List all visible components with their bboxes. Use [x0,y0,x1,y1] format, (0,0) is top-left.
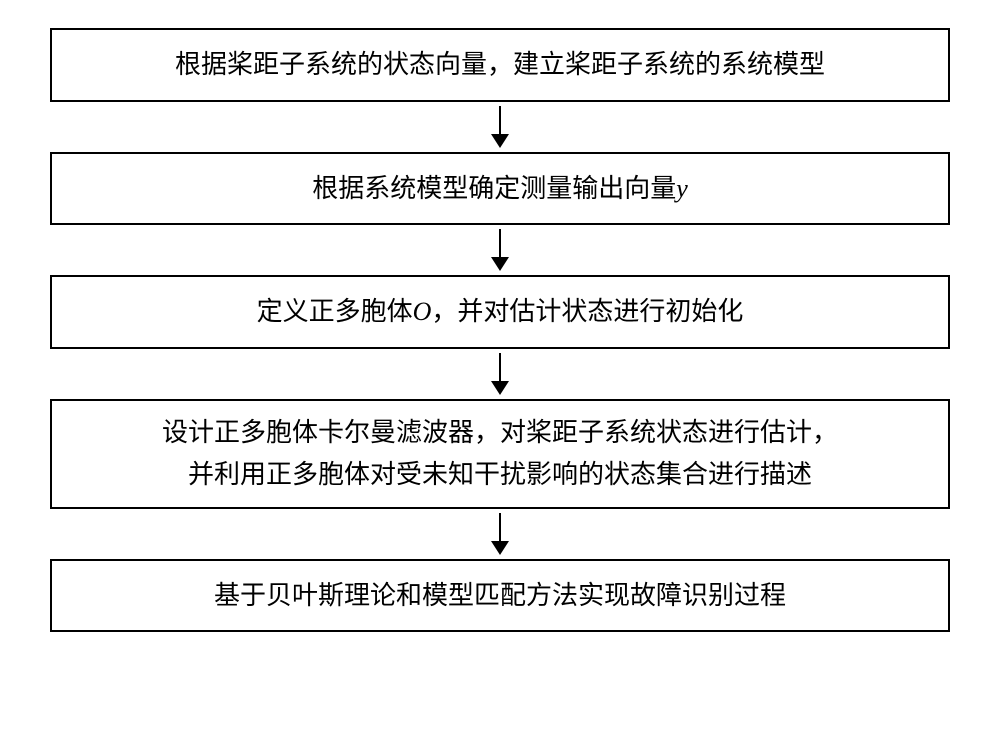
arrow-line [499,106,501,134]
flowchart-step-1: 根据桨距子系统的状态向量，建立桨距子系统的系统模型 [50,28,950,102]
step-1-text: 根据桨距子系统的状态向量，建立桨距子系统的系统模型 [175,44,825,86]
arrow-head [491,381,509,395]
arrow-line [499,229,501,257]
arrow-head [491,541,509,555]
arrow-line [499,353,501,381]
flowchart-step-5: 基于贝叶斯理论和模型匹配方法实现故障识别过程 [50,559,950,633]
step-4-text: 设计正多胞体卡尔曼滤波器，对桨距子系统状态进行估计， 并利用正多胞体对受未知干扰… [162,412,838,495]
arrow-head [491,134,509,148]
flowchart-step-3: 定义正多胞体O，并对估计状态进行初始化 [50,275,950,349]
step-4-line-1: 设计正多胞体卡尔曼滤波器，对桨距子系统状态进行估计， [162,418,838,447]
step-2-text: 根据系统模型确定测量输出向量y [312,168,688,210]
flowchart-step-2: 根据系统模型确定测量输出向量y [50,152,950,226]
arrow-2 [491,225,509,275]
arrow-4 [491,509,509,559]
arrow-head [491,257,509,271]
step-4-line-2: 并利用正多胞体对受未知干扰影响的状态集合进行描述 [188,460,812,489]
arrow-1 [491,102,509,152]
step-3-text: 定义正多胞体O，并对估计状态进行初始化 [257,291,744,333]
step-5-text: 基于贝叶斯理论和模型匹配方法实现故障识别过程 [214,575,786,617]
flowchart-step-4: 设计正多胞体卡尔曼滤波器，对桨距子系统状态进行估计， 并利用正多胞体对受未知干扰… [50,399,950,509]
arrow-3 [491,349,509,399]
arrow-line [499,513,501,541]
